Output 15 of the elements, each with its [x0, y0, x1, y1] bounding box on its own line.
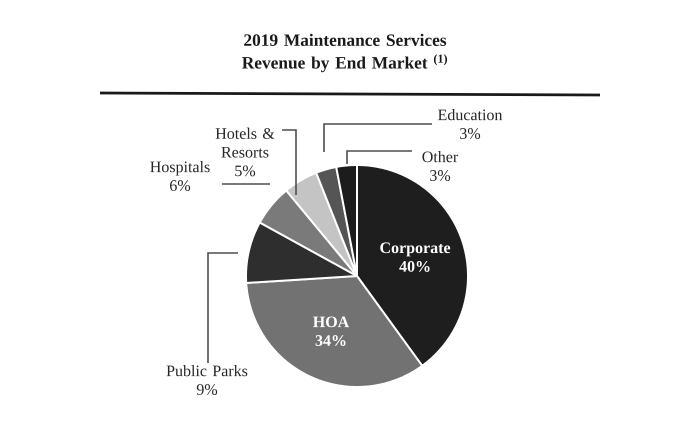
- chart-title: 2019 Maintenance Services Revenue by End Market $^{(1)}$: [242, 34, 448, 72]
- data-label: 5%: [235, 165, 256, 176]
- data-label: 9%: [196, 384, 218, 395]
- slice-label: Other: [422, 151, 458, 162]
- data-label: 6%: [170, 180, 190, 191]
- slice-label: Hotels & Resorts: [216, 128, 274, 158]
- data-label: 34%: [316, 335, 346, 346]
- data-label: 3%: [460, 128, 480, 139]
- slice-label: Public Parks: [166, 365, 248, 376]
- slice-label: HOA: [313, 316, 350, 328]
- data-label: 3%: [430, 170, 450, 181]
- slice-label: Corporate: [380, 242, 450, 256]
- data-label: 40%: [399, 261, 430, 272]
- slice-label: Education: [438, 109, 502, 120]
- slice-label: Hospitals: [150, 161, 210, 176]
